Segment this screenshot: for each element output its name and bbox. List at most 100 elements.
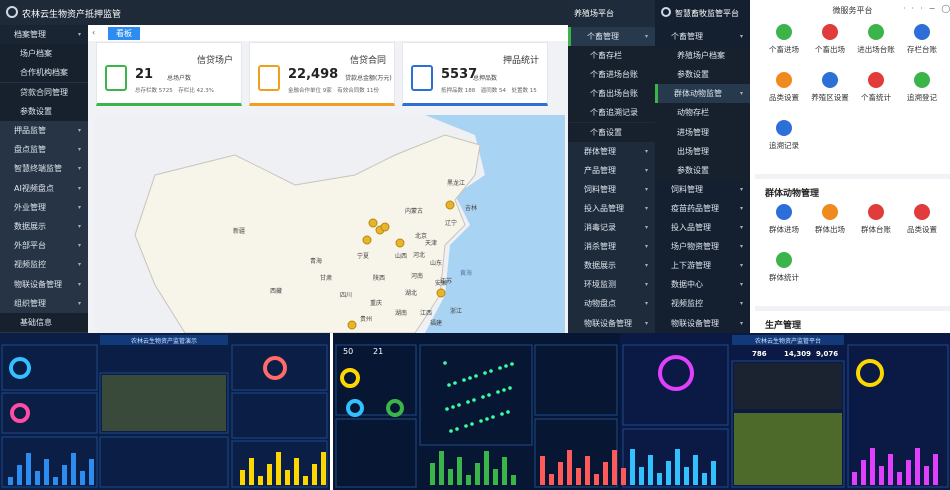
submenu-item[interactable]: 合作机构档案 (0, 63, 88, 83)
menu-item[interactable]: 数据中心 (671, 280, 703, 290)
service-icon[interactable]: 群体台账 (855, 204, 897, 235)
chevron: ▾ (740, 224, 744, 231)
menu-item[interactable]: 疫苗药品管理 (671, 203, 719, 213)
service-icon[interactable]: 群体统计 (763, 252, 805, 283)
submenu-item[interactable]: 参数设置 (655, 65, 750, 85)
service-label: 养殖区设置 (811, 93, 849, 102)
tab[interactable]: 看板 (108, 27, 140, 40)
menu-item[interactable]: AI视频盘点 (14, 183, 54, 193)
group-title: 群体动物管理 (765, 189, 820, 199)
map-dot (491, 415, 495, 419)
dash-bar (303, 476, 308, 485)
menu-item[interactable]: 物联设备管理 (14, 279, 62, 289)
dash-panel (335, 418, 417, 488)
submenu-item[interactable]: 个畜进场台账 (568, 65, 655, 85)
chevron: ▾ (78, 146, 82, 154)
menu-item[interactable]: 群体动物监管 (655, 84, 750, 104)
menu-item[interactable]: 环境监测 (584, 280, 616, 290)
service-icon[interactable]: 品类设置 (763, 72, 805, 103)
dash-panel (1, 344, 98, 391)
menu-item[interactable]: 物联设备管理 (584, 318, 632, 328)
dash-bar (549, 474, 554, 485)
submenu-item[interactable]: 进场管理 (655, 122, 750, 142)
menu-item[interactable]: 消毒记录 (584, 223, 616, 232)
chevron: ▾ (645, 319, 649, 327)
service-label: 群体进场 (769, 225, 799, 234)
dash-number: 21 (373, 347, 383, 356)
map-pin (380, 222, 390, 232)
admin-title: 农林云生物资产抵押监管 (22, 10, 122, 20)
chevron: ▾ (78, 184, 82, 192)
dash-bar (430, 463, 435, 485)
submenu-item[interactable]: 出场管理 (655, 141, 750, 161)
submenu-item[interactable]: 个畜出场台账 (568, 84, 655, 104)
menu-item[interactable]: 动物盘点 (584, 299, 616, 309)
menu-item[interactable]: 饲料管理 (584, 184, 616, 194)
menu-item[interactable]: 组织管理 (14, 298, 46, 308)
service-icon[interactable]: 群体出场 (809, 204, 851, 235)
card-value: 21 (135, 67, 154, 82)
menu-item[interactable]: 场户物资管理 (671, 242, 719, 252)
submenu-item[interactable]: 动物存栏 (655, 103, 750, 123)
service-icon[interactable]: 个畜统计 (855, 72, 897, 103)
icon (776, 24, 792, 40)
chevron: ▾ (645, 166, 649, 174)
menu-item[interactable]: 个畜管理 (568, 27, 655, 46)
service-icon[interactable]: 养殖区设置 (809, 72, 851, 103)
submenu-item[interactable]: 养殖场户档案 (655, 46, 750, 66)
back-arrow[interactable]: ‹ (92, 28, 96, 37)
menu-item[interactable]: 视频监控 (671, 299, 703, 309)
chevron: ▾ (645, 243, 649, 251)
menu-item[interactable]: 产品管理 (584, 165, 616, 175)
chevron: ▾ (645, 224, 649, 231)
service-icon[interactable]: 进出场台账 (855, 24, 897, 55)
icon (776, 252, 792, 268)
service-icon[interactable]: 品类设置 (901, 204, 943, 235)
service-icon[interactable]: 追溯记录 (763, 120, 805, 151)
dash-bar (594, 474, 599, 485)
submenu-item[interactable]: 参数设置 (655, 160, 750, 180)
menu-item[interactable]: 个畜管理 (671, 32, 703, 41)
donut-chart (386, 399, 404, 417)
menu-item[interactable]: 数据展示 (584, 261, 616, 271)
menu-item[interactable]: 外业管理 (14, 202, 46, 212)
menu-item[interactable]: 投入品管理 (584, 203, 624, 213)
menu-item[interactable]: 押品监管 (14, 126, 46, 135)
map-dot (506, 410, 510, 414)
dash-bar (35, 471, 40, 485)
service-icon[interactable]: 追溯登记 (901, 72, 943, 103)
submenu-item[interactable]: 贷款合同管理 (0, 82, 88, 102)
menu-item[interactable]: 数据展示 (14, 222, 46, 231)
submenu-item[interactable]: 场户档案 (0, 44, 88, 64)
submenu-item[interactable]: 个畜设置 (568, 122, 655, 142)
menu-item[interactable]: 饲料管理 (671, 184, 703, 194)
service-icon[interactable]: 群体进场 (763, 204, 805, 235)
submenu-item[interactable]: 参数设置 (0, 101, 88, 121)
menu-item[interactable]: 投入品管理 (671, 223, 711, 232)
menu-item[interactable]: 盘点监管 (14, 145, 46, 155)
menu-item[interactable]: 物联设备管理 (671, 318, 719, 328)
chevron: ▾ (740, 319, 744, 327)
window-controls[interactable]: ···−◯ (903, 4, 950, 13)
submenu-item[interactable]: 个畜追溯记录 (568, 103, 655, 123)
map-label: 江苏 (440, 277, 452, 285)
donut-chart (658, 355, 694, 391)
service-icon[interactable]: 个畜出场 (809, 24, 851, 55)
icon (914, 204, 930, 220)
menu-item[interactable]: 上下游管理 (671, 261, 711, 271)
dash-bar (17, 465, 22, 485)
service-icon[interactable]: 存栏台账 (901, 24, 943, 55)
menu-item[interactable]: 档案管理 (0, 25, 88, 44)
map-label: 黄海 (460, 269, 472, 277)
service-icon[interactable]: 个畜进场 (763, 24, 805, 55)
sea (425, 115, 565, 333)
card-detail: 总存栏数 5725 存栏比 42.3% (135, 88, 214, 94)
menu-item[interactable]: 外部平台 (14, 241, 46, 251)
submenu-item[interactable]: 基础信息 (0, 313, 88, 332)
menu-item[interactable]: 智慧终端监管 (14, 164, 62, 174)
menu-item[interactable]: 群体管理 (584, 146, 616, 156)
menu-item[interactable]: 消杀管理 (584, 242, 616, 252)
menu-item[interactable]: 视频监控 (14, 260, 46, 270)
submenu-item[interactable]: 个畜存栏 (568, 46, 655, 66)
service-label: 个畜统计 (861, 93, 891, 102)
